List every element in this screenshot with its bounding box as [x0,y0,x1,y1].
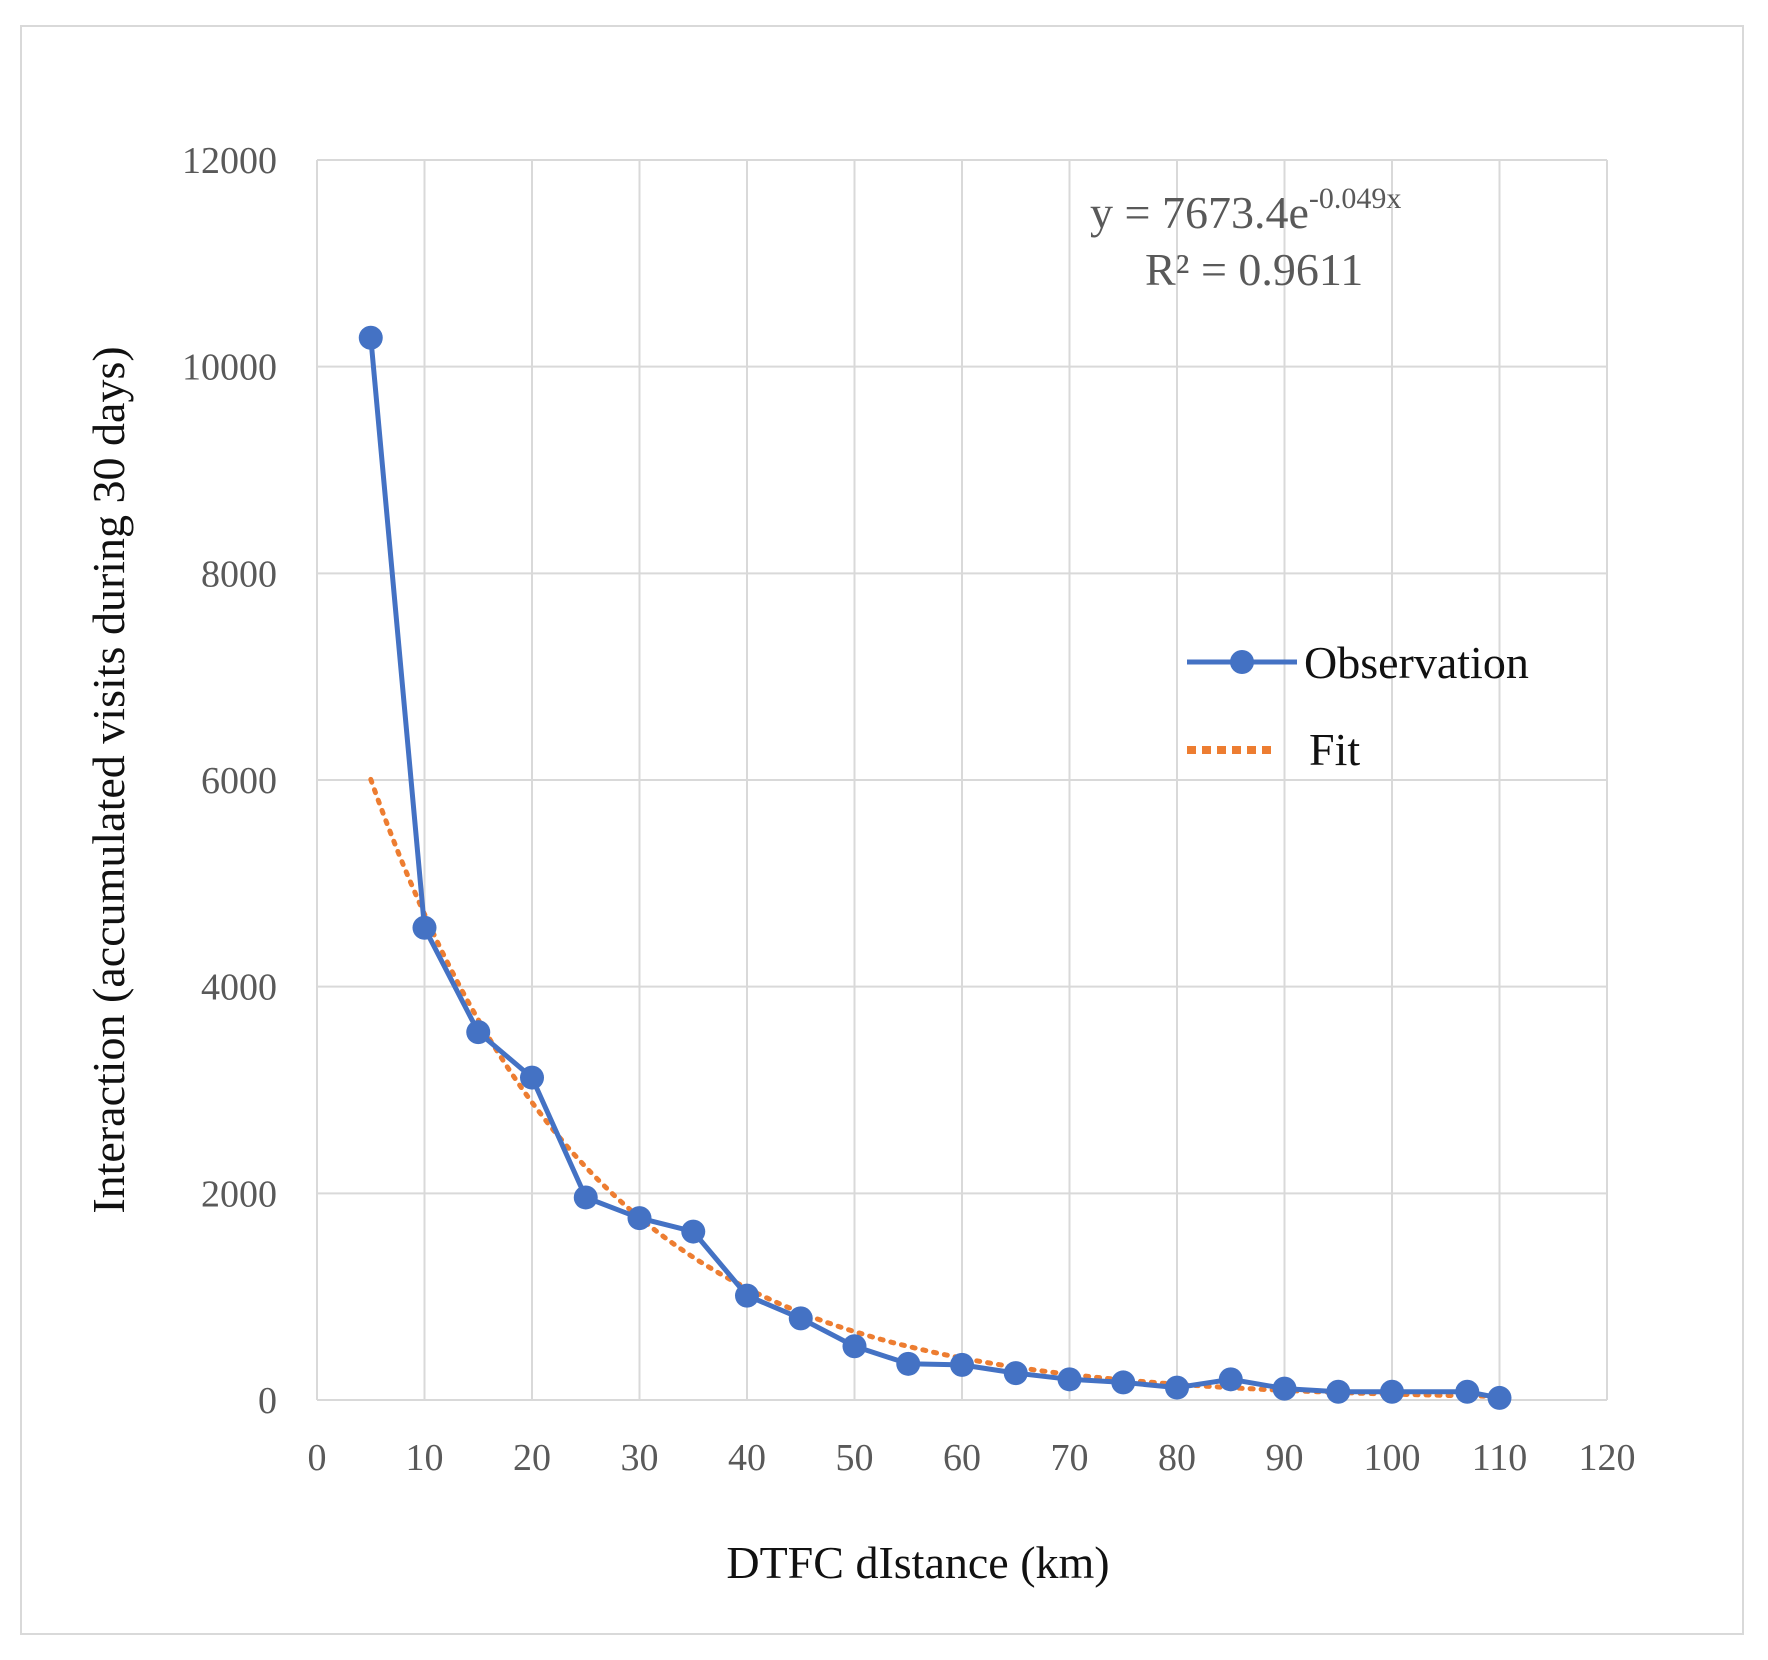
legend-fit-label: Fit [1309,724,1360,775]
y-tick-label: 12000 [182,140,277,182]
observation-point [1003,1361,1028,1386]
y-tick-label: 2000 [201,1173,277,1215]
observation-point [1326,1379,1351,1404]
x-axis-label: DTFC dIstance (km) [726,1537,1109,1588]
x-tick-label: 50 [836,1437,874,1479]
y-tick-label: 6000 [201,760,277,802]
x-tick-label: 0 [308,1437,327,1479]
fit-equation: y = 7673.4e-0.049x [1090,182,1401,238]
observation-point [1165,1375,1189,1400]
observation-point [466,1020,491,1045]
observation-point [1111,1370,1136,1395]
observation-point [950,1352,974,1377]
x-tick-label: 110 [1472,1437,1528,1479]
observation-point [788,1306,813,1331]
observation-point [1218,1367,1243,1392]
observation-point [1487,1385,1512,1410]
x-tick-label: 40 [728,1437,766,1479]
fit-series [368,776,1502,1399]
observation-point [681,1219,706,1244]
x-tick-label: 10 [406,1437,444,1479]
observation-point [1057,1367,1082,1392]
x-tick-label: 120 [1579,1437,1636,1479]
y-axis-label: Interaction (accumulated visits during 3… [83,346,134,1213]
x-tick-label: 20 [513,1437,551,1479]
observation-series [358,325,1512,1410]
observation-point [358,325,383,350]
observation-point [1380,1379,1404,1404]
y-tick-label: 4000 [201,967,277,1009]
observation-point [1455,1379,1480,1404]
fit-curve [368,776,1502,1399]
observation-point [520,1065,544,1090]
observation-point [573,1185,598,1210]
x-tick-label: 70 [1051,1437,1089,1479]
observation-point [735,1283,759,1308]
x-tick-label: 100 [1364,1437,1421,1479]
legend: Observation Fit [1187,637,1529,775]
x-tick-label: 80 [1158,1437,1196,1479]
gridlines [316,159,1608,1401]
observation-point [627,1206,652,1231]
y-tick-label: 0 [258,1380,277,1422]
x-tick-label: 60 [943,1437,981,1479]
observation-point [412,915,437,940]
x-tick-label: 30 [621,1437,659,1479]
y-tick-label: 10000 [182,347,277,389]
observation-point [1272,1376,1297,1401]
fit-equation-base: y = 7673.4e [1090,187,1309,238]
legend-observation-marker [1230,650,1254,674]
x-tick-label: 90 [1266,1437,1304,1479]
observation-point [896,1351,921,1376]
tick-labels: 0 10 20 30 40 50 60 70 80 90 100 110 120 0 2000 4000 600… [182,140,1636,1479]
legend-observation-label: Observation [1304,637,1529,688]
fit-equation-exponent: -0.049x [1309,182,1402,215]
chart-frame [20,25,1744,1635]
r-squared-label: R² = 0.9611 [1145,244,1363,295]
observation-point [842,1334,867,1359]
y-tick-label: 8000 [201,553,277,595]
observation-line [368,337,1500,1401]
